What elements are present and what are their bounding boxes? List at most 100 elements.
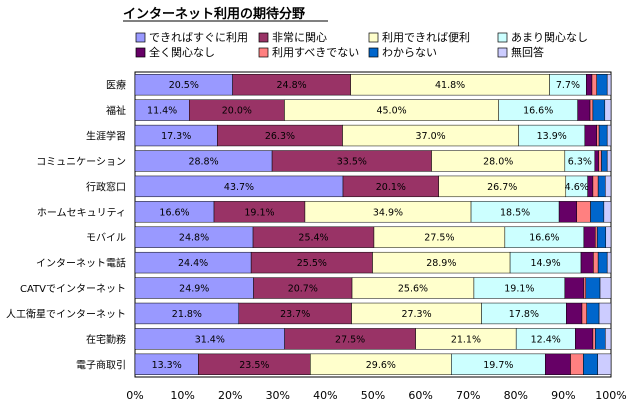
- data-label: 19.1%: [244, 207, 274, 218]
- legend-label: あまり関心なし: [511, 31, 588, 44]
- bar-segment: [558, 201, 577, 223]
- legend-label: 無回答: [511, 45, 544, 59]
- data-label: 17.3%: [161, 131, 191, 142]
- data-label: 20.1%: [376, 182, 406, 193]
- data-label: 21.8%: [172, 309, 202, 320]
- data-label: 26.7%: [487, 182, 517, 193]
- bar-segment: [604, 99, 612, 121]
- data-label: 6.3%: [568, 156, 592, 167]
- data-label: 20.7%: [288, 284, 318, 295]
- legend-swatch: [258, 47, 269, 58]
- data-label: 29.6%: [366, 360, 396, 371]
- chart-title: インターネット利用の期待分野: [123, 6, 305, 22]
- bar-segment: [595, 328, 606, 350]
- legend-label: できればすぐに利用: [149, 31, 248, 44]
- data-label: 19.1%: [504, 284, 534, 295]
- bar-segment: [605, 328, 612, 350]
- legend-swatch: [368, 32, 379, 43]
- data-label: 43.7%: [224, 182, 254, 193]
- bar-segment: [598, 150, 602, 172]
- data-label: 16.6%: [159, 207, 189, 218]
- category-label: 福祉: [106, 104, 126, 117]
- bar-segment: [597, 353, 612, 375]
- bar-segment: [585, 277, 601, 299]
- bar-segment: [606, 74, 612, 96]
- data-label: 24.8%: [179, 233, 209, 244]
- bar-segment: [544, 353, 571, 375]
- data-label: 7.7%: [556, 80, 580, 91]
- bar-segment: [596, 226, 607, 248]
- category-label: 行政窓口: [86, 180, 126, 193]
- data-label: 13.9%: [537, 131, 567, 142]
- data-label: 25.6%: [398, 284, 428, 295]
- bar-segment: [580, 251, 594, 274]
- legend-swatch: [135, 47, 146, 58]
- data-label: 33.5%: [337, 156, 367, 167]
- bar-segment: [595, 226, 598, 248]
- x-tick-label: 60%: [408, 389, 432, 402]
- data-label: 16.6%: [529, 233, 559, 244]
- data-label: 37.0%: [416, 131, 446, 142]
- bar-segment: [586, 302, 600, 325]
- category-label: コミュニケーション: [36, 156, 126, 168]
- legend-label: 非常に関心: [272, 31, 327, 44]
- legend-swatch: [368, 47, 379, 58]
- data-label: 28.9%: [426, 258, 456, 269]
- legend-label: 利用すべきでない: [272, 46, 359, 59]
- bar-segment: [606, 150, 612, 172]
- legend-swatch: [497, 32, 508, 43]
- data-label: 11.4%: [147, 106, 177, 117]
- category-label: 医療: [106, 79, 126, 92]
- bar-segment: [587, 175, 594, 198]
- data-label: 16.6%: [523, 106, 553, 117]
- bar-segment: [596, 124, 600, 147]
- bar-segment: [598, 302, 612, 325]
- legend-swatch: [497, 47, 508, 58]
- bar-segment: [601, 150, 608, 172]
- x-tick-label: 40%: [313, 389, 337, 402]
- bar-segment: [605, 226, 612, 248]
- data-label: 25.5%: [297, 258, 327, 269]
- data-label: 41.8%: [435, 80, 465, 91]
- bar-segment: [594, 150, 599, 172]
- x-tick-label: 0%: [126, 389, 143, 402]
- data-label: 14.9%: [530, 258, 560, 269]
- data-label: 12.4%: [531, 334, 561, 345]
- bar-segment: [598, 124, 608, 147]
- data-label: 20.5%: [169, 80, 199, 91]
- legend-label: 利用できれば便利: [382, 31, 470, 44]
- data-label: 4.6%: [565, 182, 589, 193]
- bar-segment: [581, 302, 587, 325]
- data-label: 23.5%: [239, 360, 269, 371]
- data-label: 18.5%: [500, 207, 530, 218]
- bar-segment: [597, 251, 608, 274]
- bar-segment: [583, 353, 598, 375]
- data-label: 27.5%: [335, 334, 365, 345]
- bar-segment: [583, 226, 596, 248]
- bar-segment: [606, 124, 612, 147]
- data-label: 26.3%: [265, 131, 295, 142]
- bar-segment: [590, 201, 605, 223]
- category-label: ホームセキュリティ: [37, 207, 126, 219]
- data-label: 23.7%: [280, 309, 310, 320]
- bar-segment: [575, 328, 594, 350]
- legend-swatch: [135, 32, 146, 43]
- x-tick-label: 10%: [170, 389, 194, 402]
- x-tick-label: 30%: [266, 389, 290, 402]
- bar-segment: [591, 74, 597, 96]
- data-label: 25.4%: [298, 233, 328, 244]
- data-label: 34.9%: [373, 207, 403, 218]
- category-label: 在宅勤務: [86, 333, 126, 346]
- category-label: 生涯学習: [86, 130, 126, 143]
- data-label: 31.4%: [195, 334, 225, 345]
- category-label: インターネット電話: [36, 257, 126, 270]
- bar-segment: [596, 74, 608, 96]
- category-label: 電子商取引: [76, 358, 126, 371]
- data-label: 17.8%: [509, 309, 539, 320]
- data-label: 24.9%: [179, 284, 209, 295]
- plot-area: [134, 71, 612, 378]
- bars-group: 20.5% 24.8% 41.8% 7.7% 11.4% 20.0% 45.0% 16.6% 1…: [134, 74, 612, 375]
- legend-swatch: [258, 32, 269, 43]
